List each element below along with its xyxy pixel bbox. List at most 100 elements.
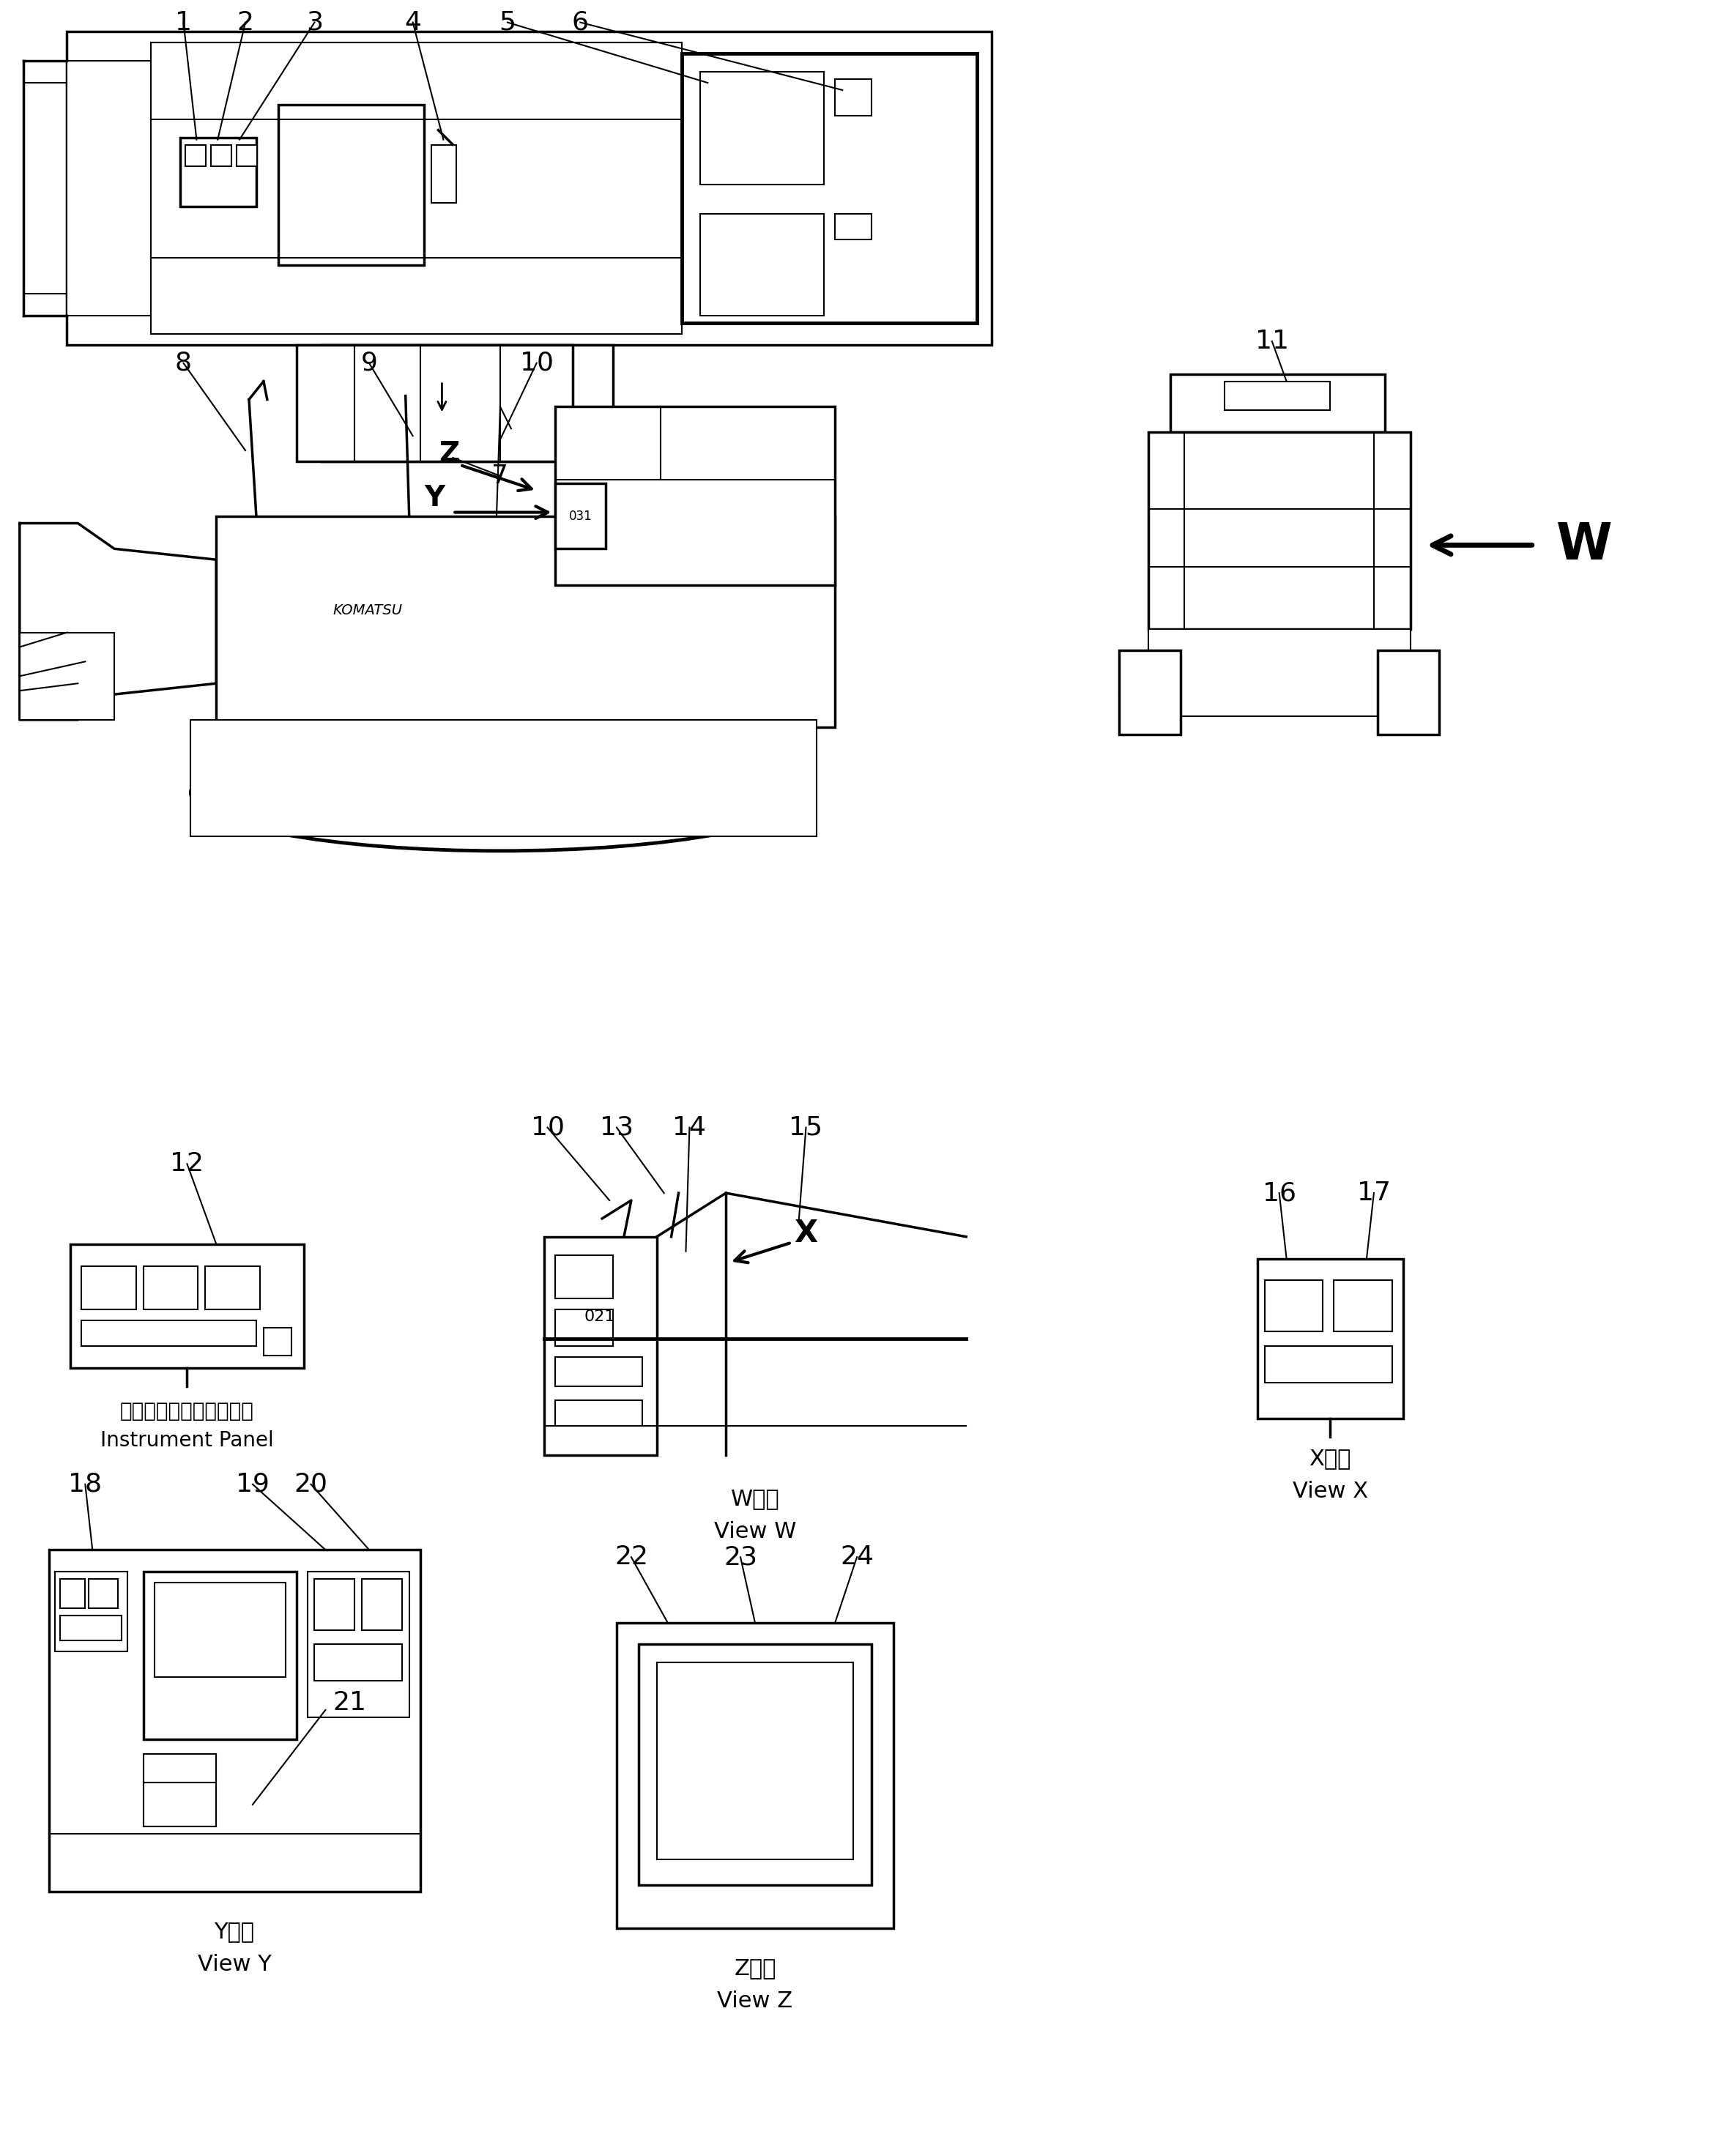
Bar <box>19 632 115 720</box>
Bar <box>555 1356 642 1386</box>
Bar <box>314 1578 354 1630</box>
Circle shape <box>1277 1289 1310 1322</box>
Text: 11: 11 <box>1254 330 1289 354</box>
Text: 13: 13 <box>600 1115 633 1141</box>
Bar <box>1258 1259 1404 1419</box>
Text: Y: Y <box>425 483 444 511</box>
Bar <box>555 1255 612 1298</box>
Circle shape <box>156 1274 186 1302</box>
Text: 2: 2 <box>238 11 253 34</box>
Text: インスツルメントパネル: インスツルメントパネル <box>120 1401 253 1421</box>
Bar <box>191 720 817 837</box>
Text: 15: 15 <box>789 1115 822 1141</box>
Text: 9: 9 <box>361 351 378 375</box>
Text: 17: 17 <box>1357 1181 1391 1205</box>
Text: View X: View X <box>1293 1481 1367 1503</box>
Circle shape <box>704 1710 807 1811</box>
Bar <box>1225 382 1331 410</box>
Bar <box>555 1309 612 1345</box>
Bar <box>1334 1281 1391 1332</box>
Text: 22: 22 <box>614 1544 649 1570</box>
Bar <box>555 483 606 550</box>
Text: 21: 21 <box>333 1690 366 1716</box>
Bar <box>154 1583 285 1677</box>
Text: 1: 1 <box>175 11 193 34</box>
Bar <box>144 1266 198 1309</box>
Text: 12: 12 <box>170 1151 205 1177</box>
Bar <box>71 1244 304 1367</box>
Text: 24: 24 <box>840 1544 874 1570</box>
Text: Y　視: Y 視 <box>215 1921 255 1943</box>
Bar <box>307 1572 409 1716</box>
Text: W: W <box>1556 520 1612 569</box>
Bar <box>59 1578 85 1608</box>
Text: 031: 031 <box>569 509 592 522</box>
Circle shape <box>94 1274 123 1302</box>
Bar <box>68 32 992 345</box>
Text: View W: View W <box>713 1520 796 1542</box>
Bar <box>68 60 151 315</box>
Circle shape <box>311 138 390 218</box>
Circle shape <box>1346 1289 1379 1322</box>
Bar <box>54 1572 127 1651</box>
Bar <box>701 213 824 315</box>
Circle shape <box>267 1332 288 1352</box>
Text: 10: 10 <box>520 351 553 375</box>
Text: 14: 14 <box>673 1115 706 1141</box>
Circle shape <box>217 1274 246 1302</box>
Bar <box>144 1572 297 1740</box>
Bar <box>205 1266 260 1309</box>
Text: 6: 6 <box>573 11 588 34</box>
Bar <box>144 1783 217 1826</box>
Text: View Z: View Z <box>717 1990 793 2012</box>
Text: 4: 4 <box>404 11 422 34</box>
Text: 7: 7 <box>491 464 508 489</box>
Text: 20: 20 <box>293 1473 328 1496</box>
Bar <box>88 1578 118 1608</box>
Text: 18: 18 <box>68 1473 102 1496</box>
Text: 8: 8 <box>175 351 193 375</box>
Bar <box>236 144 257 166</box>
Circle shape <box>1246 535 1312 599</box>
Bar <box>212 144 231 166</box>
Bar <box>151 43 682 334</box>
Bar <box>616 1623 894 1927</box>
Bar <box>82 1319 257 1345</box>
Bar <box>1119 651 1182 735</box>
Circle shape <box>841 86 866 110</box>
Text: X　視: X 視 <box>1310 1449 1352 1470</box>
Text: 5: 5 <box>500 11 515 34</box>
Bar <box>278 106 423 265</box>
Text: View Y: View Y <box>198 1953 271 1975</box>
Bar <box>321 345 612 461</box>
Bar <box>186 144 206 166</box>
Text: X: X <box>795 1218 817 1248</box>
Bar <box>1265 1281 1322 1332</box>
Text: 16: 16 <box>1263 1181 1296 1205</box>
Bar <box>555 1401 642 1425</box>
Circle shape <box>180 226 208 252</box>
Bar <box>658 1662 854 1858</box>
Circle shape <box>1388 668 1440 718</box>
Bar <box>1378 651 1440 735</box>
Bar <box>543 1238 658 1455</box>
Bar <box>1149 431 1411 630</box>
Text: W　視: W 視 <box>730 1488 779 1509</box>
Bar <box>314 1645 403 1682</box>
Text: 23: 23 <box>723 1544 756 1570</box>
Text: 3: 3 <box>305 11 323 34</box>
Bar <box>835 80 871 116</box>
Text: 021: 021 <box>585 1309 616 1324</box>
Bar <box>1149 630 1411 716</box>
Text: Z　視: Z 視 <box>734 1958 776 1979</box>
Bar <box>264 1328 291 1356</box>
Bar <box>555 407 835 584</box>
Text: 10: 10 <box>531 1115 564 1141</box>
Bar <box>682 54 977 323</box>
Bar <box>297 345 573 461</box>
Text: 19: 19 <box>236 1473 269 1496</box>
Text: KOMATSU: KOMATSU <box>333 604 403 617</box>
Bar <box>701 71 824 185</box>
Circle shape <box>1119 668 1169 718</box>
Bar <box>180 138 257 207</box>
